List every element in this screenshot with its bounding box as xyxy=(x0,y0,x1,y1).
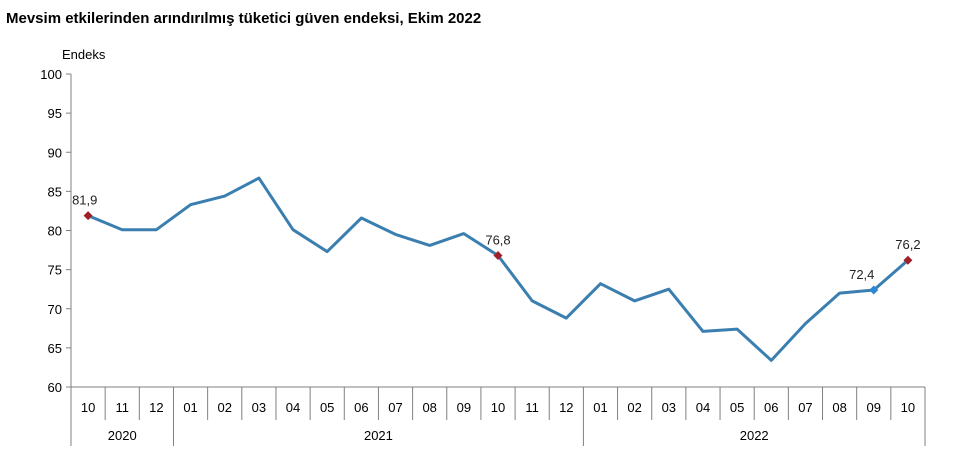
data-label: 76,2 xyxy=(895,237,920,252)
x-tick-label: 07 xyxy=(798,400,812,415)
x-tick-label: 08 xyxy=(422,400,436,415)
x-axis: 10 11 12 01 02 03 04 05 06 07 08 09 10 11 12 01 02 03 04 05… xyxy=(70,386,926,446)
x-tick-label: 12 xyxy=(149,400,163,415)
y-tick-label: 75 xyxy=(48,263,62,278)
x-tick-label: 06 xyxy=(764,400,778,415)
x-tick-label: 03 xyxy=(662,400,676,415)
x-tick-label: 10 xyxy=(491,400,505,415)
y-tick-label: 85 xyxy=(48,184,62,199)
year-label: 2020 xyxy=(108,428,137,443)
x-tick-label: 02 xyxy=(627,400,641,415)
data-label: 72,4 xyxy=(849,267,874,282)
year-label: 2022 xyxy=(740,428,769,443)
plot-area: 81,9 76,8 72,4 76,2 xyxy=(72,176,921,362)
x-tick-label: 10 xyxy=(81,400,95,415)
x-tick-label: 11 xyxy=(115,400,129,415)
x-tick-label: 09 xyxy=(867,400,881,415)
data-label: 76,8 xyxy=(485,233,510,248)
x-tick-label: 07 xyxy=(388,400,402,415)
series-line xyxy=(86,176,910,362)
x-tick-label: 02 xyxy=(217,400,231,415)
x-tick-label: 01 xyxy=(593,400,607,415)
y-tick-label: 60 xyxy=(48,380,62,395)
x-tick-label: 03 xyxy=(252,400,266,415)
data-point-marker xyxy=(869,285,879,295)
x-tick-label: 05 xyxy=(730,400,744,415)
x-tick-label: 06 xyxy=(354,400,368,415)
data-label: 81,9 xyxy=(72,193,97,208)
x-tick-label: 04 xyxy=(286,400,300,415)
y-axis: 60 65 70 75 80 85 90 95 100 xyxy=(40,67,72,395)
data-point-marker xyxy=(83,211,93,221)
x-tick-label: 11 xyxy=(525,400,539,415)
x-tick-label: 05 xyxy=(320,400,334,415)
y-tick-label: 90 xyxy=(48,145,62,160)
chart-title: Mevsim etkilerinden arındırılmış tüketic… xyxy=(6,10,481,27)
y-axis-label: Endeks xyxy=(62,47,106,62)
x-tick-label: 04 xyxy=(696,400,710,415)
x-tick-label: 09 xyxy=(457,400,471,415)
x-tick-label: 08 xyxy=(832,400,846,415)
y-tick-label: 65 xyxy=(48,341,62,356)
y-tick-label: 95 xyxy=(48,106,62,121)
y-tick-label: 100 xyxy=(40,67,62,82)
x-tick-label: 10 xyxy=(901,400,915,415)
data-point-marker xyxy=(493,251,503,261)
y-tick-label: 80 xyxy=(48,224,62,239)
year-label: 2021 xyxy=(364,428,393,443)
data-point-marker xyxy=(903,255,913,265)
x-tick-label: 12 xyxy=(559,400,573,415)
y-tick-label: 70 xyxy=(48,302,62,317)
x-tick-label: 01 xyxy=(183,400,197,415)
